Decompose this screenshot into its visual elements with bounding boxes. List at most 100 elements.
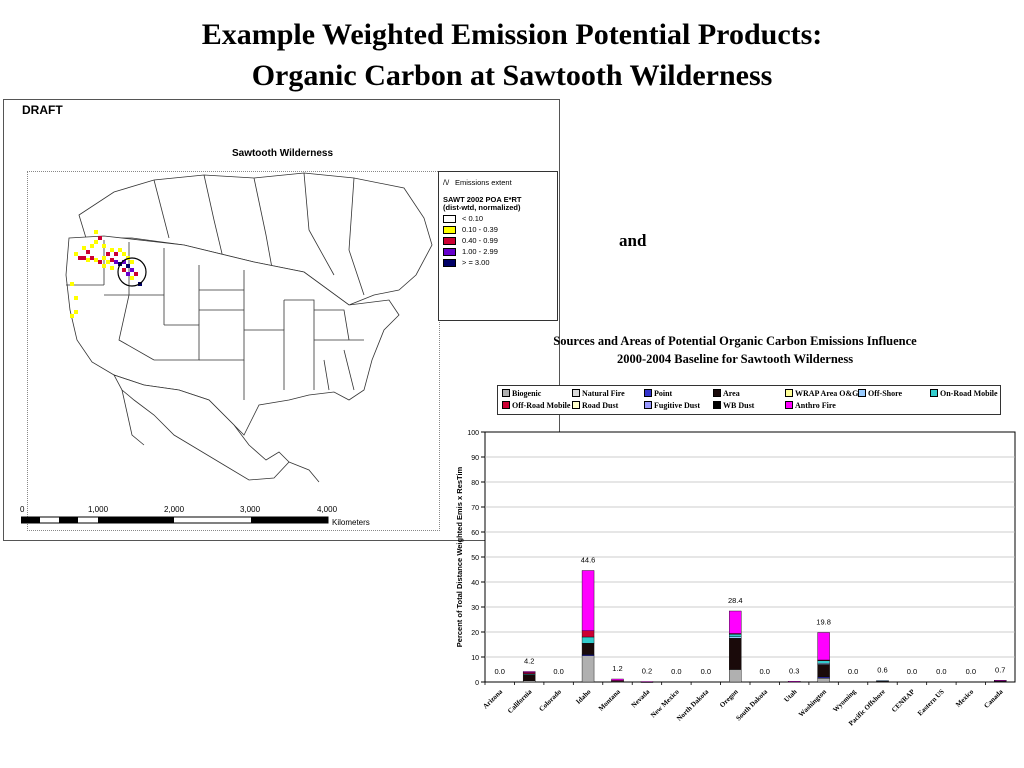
bar-segment-on-road-mobile — [581, 636, 595, 644]
legend-swatch — [785, 389, 793, 397]
mexico-outline — [113, 374, 290, 481]
legend-swatch — [572, 389, 580, 397]
bar-segment-on-road-mobile — [817, 660, 830, 664]
map-panel: DRAFT Sawtooth Wilderness — [3, 99, 560, 541]
legend-item-natural-fire: Natural Fire — [572, 389, 625, 398]
bar-segment-anthro-fire — [817, 632, 830, 661]
x-tick-label: Utah — [782, 688, 798, 704]
data-label: 0.0 — [553, 667, 563, 676]
scale-bar-segments — [21, 516, 329, 524]
data-label: 0.3 — [789, 666, 799, 675]
y-tick-label: 20 — [471, 630, 479, 637]
legend-heading-2: (dist-wtd, normalized) — [443, 203, 521, 212]
receptor-circle — [117, 257, 147, 287]
data-label: 28.4 — [728, 596, 743, 605]
x-tick-label: Oregon — [718, 688, 740, 710]
chart-subtitle: 2000-2004 Baseline for Sawtooth Wilderne… — [616, 352, 854, 366]
bar-segment-off-shore — [876, 680, 889, 682]
y-tick-label: 30 — [471, 605, 479, 612]
x-tick-label: Eastern US — [916, 688, 946, 718]
bar-segment-anthro-fire — [994, 680, 1007, 682]
x-tick-label: South Dakota — [734, 687, 769, 722]
x-tick-label: Mexico — [954, 687, 975, 708]
legend-swatch — [644, 401, 652, 409]
bar-segment-off-shore — [729, 636, 742, 639]
bar-segment-anthro-fire — [640, 681, 654, 683]
y-tick-label: 100 — [467, 430, 479, 437]
bar-segment-area — [522, 674, 536, 681]
y-tick-label: 80 — [471, 480, 479, 487]
legend-swatch — [443, 237, 456, 246]
emission-cells — [70, 230, 142, 318]
legend-item-road-dust: Road Dust — [572, 401, 618, 410]
legend-class-2: 0.40 - 0.99 — [443, 236, 498, 246]
legend-item-area: Area — [713, 389, 740, 398]
scale-unit: Kilometers — [332, 518, 370, 527]
data-label: 0.6 — [877, 666, 887, 675]
x-tick-label: North Dakota — [675, 687, 710, 722]
legend-class-0: < 0.10 — [443, 214, 483, 224]
y-tick-label: 70 — [471, 505, 479, 512]
bar-segment-on-road-mobile — [729, 634, 742, 637]
legend-class-3: 1.00 - 2.99 — [443, 247, 498, 257]
legend-swatch — [930, 389, 938, 397]
data-label: 0.0 — [907, 667, 917, 676]
slide-title-line-2: Organic Carbon at Sawtooth Wilderness — [251, 59, 773, 92]
legend-swatch — [713, 401, 721, 409]
x-tick-label: Canada — [983, 687, 1006, 710]
scale-tick-1: 1,000 — [88, 505, 109, 514]
chart-title: Sources and Areas of Potential Organic C… — [553, 334, 917, 348]
connector-word: and — [619, 231, 647, 250]
legend-extent-label: Emissions extent — [455, 178, 512, 187]
data-label: 1.2 — [612, 664, 622, 673]
map-title: Sawtooth Wilderness — [231, 148, 334, 159]
bar-segment-anthro-fire — [522, 671, 536, 673]
bar-segment-anthro-fire — [581, 570, 595, 631]
legend-class-4: > = 3.00 — [443, 258, 490, 268]
y-tick-label: 0 — [475, 680, 479, 687]
y-tick-label: 60 — [471, 530, 479, 537]
bar-segment-off-road-mobile — [581, 630, 595, 638]
x-tick-label: Montana — [597, 687, 622, 712]
legend-class-1: 0.10 - 0.39 — [443, 225, 498, 235]
data-label: 0.0 — [671, 667, 681, 676]
legend-swatch — [443, 259, 456, 268]
legend-swatch — [713, 389, 721, 397]
scale-tick-2: 2,000 — [164, 505, 185, 514]
legend-item-point: Point — [644, 389, 672, 398]
x-tick-label: Washington — [797, 688, 828, 719]
legend-swatch — [502, 389, 510, 397]
data-label: 0.0 — [848, 667, 858, 676]
extent-icon: /\/ — [443, 178, 450, 187]
data-label: 4.2 — [524, 657, 534, 666]
x-tick-label: Arizona — [481, 687, 504, 710]
x-tick-label: Nevada — [630, 687, 652, 709]
y-tick-label: 10 — [471, 655, 479, 662]
x-tick-label: Wyoming — [831, 687, 857, 713]
bar-segment-anthro-fire — [729, 610, 742, 634]
legend-swatch — [644, 389, 652, 397]
draft-label: DRAFT — [22, 103, 63, 117]
bar-segment-anthro-fire — [611, 678, 624, 681]
scale-tick-4: 4,000 — [317, 505, 338, 514]
legend-item-fugitive-dust: Fugitive Dust — [644, 401, 700, 410]
legend-swatch — [785, 401, 793, 409]
data-label: 0.0 — [495, 667, 505, 676]
x-tick-label: Colorado — [538, 687, 564, 713]
data-label: 0.0 — [966, 667, 976, 676]
legend-item-anthro-fire: Anthro Fire — [785, 401, 836, 410]
y-tick-label: 40 — [471, 580, 479, 587]
legend-item-wb-dust: WB Dust — [713, 401, 754, 410]
legend-swatch — [443, 226, 456, 235]
legend-item-wrap-area-o-g: WRAP Area O&G — [785, 389, 858, 398]
bar-segment-anthro-fire — [787, 681, 801, 683]
map-frame — [27, 171, 440, 531]
bar-segment-biogenic — [581, 655, 595, 683]
x-tick-label: California — [506, 687, 534, 715]
legend-item-off-road-mobile: Off-Road Mobile — [502, 401, 570, 410]
usa-outline — [65, 235, 400, 436]
data-label: 0.2 — [642, 667, 652, 676]
y-tick-label: 90 — [471, 455, 479, 462]
legend-item-off-shore: Off-Shore — [858, 389, 902, 398]
data-label: 0.0 — [936, 667, 946, 676]
